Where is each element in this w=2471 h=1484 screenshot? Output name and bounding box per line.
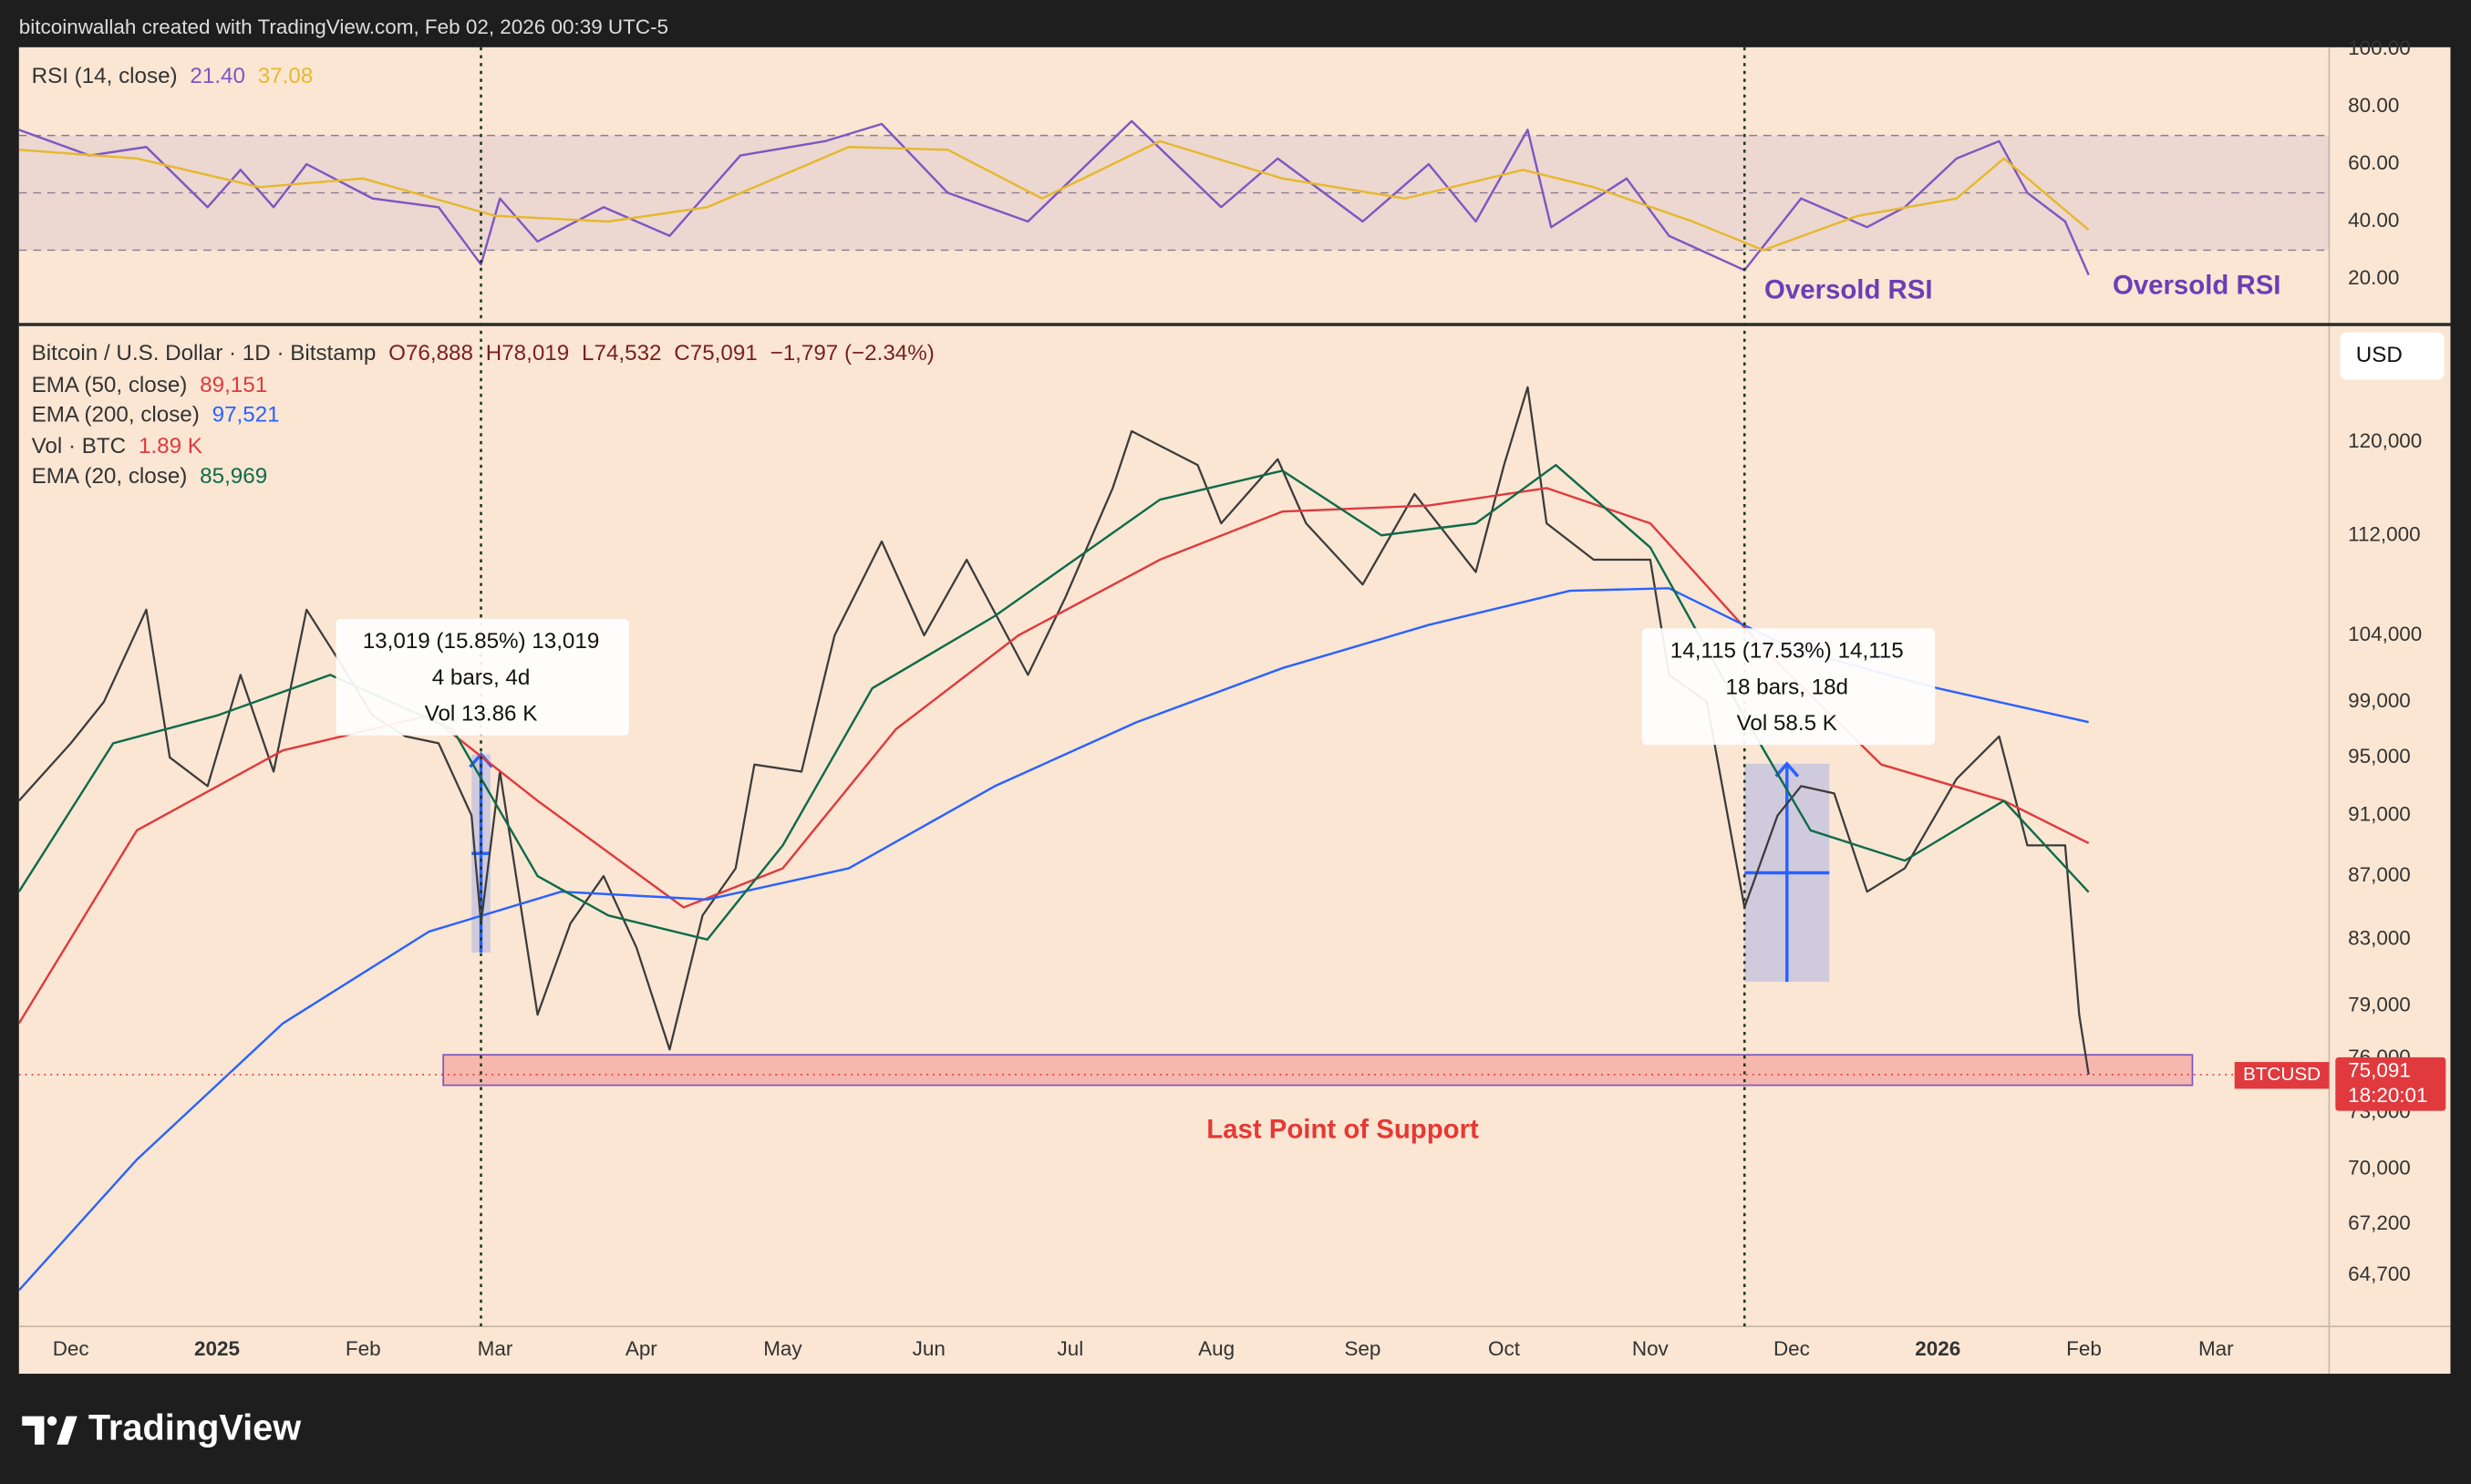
rsi-annotation: Oversold RSI (1764, 274, 1932, 304)
currency-button[interactable] (2340, 332, 2445, 380)
legend-name: EMA (50, close) (32, 373, 188, 397)
measure-label-box (1641, 628, 1936, 746)
measure-label-box (336, 618, 629, 736)
ohlc-value: O76,888 (388, 341, 473, 366)
measure-label: Vol 13.86 K (425, 702, 538, 727)
line-series (18, 587, 2089, 1292)
legend-value: 1.89 K (139, 434, 202, 459)
measure-label: 13,019 (15.85%) 13,019 (363, 629, 600, 654)
rsi-tick-label: 40.00 (2348, 209, 2399, 232)
price-tag-value: 75,091 (2348, 1058, 2411, 1081)
time-tick-label: Jul (1057, 1337, 1083, 1360)
rsi-legend-title: RSI (14, close) (32, 64, 178, 88)
ohlc-value: H78,019 (486, 341, 569, 366)
time-tick-label: Dec (1773, 1337, 1810, 1360)
price-tag-countdown: 18:20:01 (2348, 1084, 2427, 1107)
symbol-tag-label: BTCUSD (2243, 1064, 2321, 1085)
legend-value: 89,151 (200, 373, 267, 397)
ohlc-value: −1,797 (−2.34%) (770, 341, 935, 366)
price-tick-label: 120,000 (2348, 429, 2422, 452)
time-tick-label: 2026 (1915, 1337, 1960, 1360)
price-tick-label: 99,000 (2348, 689, 2411, 712)
legend-name: EMA (20, close) (32, 464, 188, 489)
rsi-tick-label: 60.00 (2348, 151, 2399, 174)
footer-logo: TradingView (88, 1408, 301, 1448)
measure-label: Vol 58.5 K (1737, 711, 1837, 736)
time-tick-label: Mar (2198, 1337, 2234, 1360)
rsi-tick-label: 80.00 (2348, 94, 2399, 117)
time-tick-label: May (763, 1337, 802, 1360)
line-series (18, 119, 2090, 276)
time-tick-label: Dec (53, 1337, 89, 1360)
time-tick-label: 2025 (194, 1337, 240, 1360)
legend-value: 37.08 (258, 64, 314, 88)
time-tick-label: Apr (626, 1337, 657, 1360)
measure-label: 18 bars, 18d (1726, 675, 1848, 699)
currency-label: USD (2356, 343, 2403, 367)
legend-value: 21.40 (190, 64, 245, 88)
ohlc-value: L74,532 (582, 341, 661, 366)
symbol-title: Bitcoin / U.S. Dollar · 1D · Bitstamp (32, 341, 377, 366)
price-tick-label: 64,700 (2348, 1262, 2411, 1285)
rsi-annotation: Oversold RSI (2113, 270, 2280, 300)
time-tick-label: Aug (1198, 1337, 1235, 1360)
price-tick-label: 67,200 (2348, 1211, 2411, 1234)
time-tick-label: Nov (1632, 1337, 1670, 1360)
price-tick-label: 83,000 (2348, 927, 2411, 950)
price-tick-label: 95,000 (2348, 745, 2411, 768)
symbol-tag (2234, 1062, 2330, 1089)
time-tick-label: Sep (1344, 1337, 1380, 1360)
price-tick-label: 87,000 (2348, 863, 2411, 886)
ohlc-value: C75,091 (674, 341, 757, 366)
measure-arrowhead (1774, 761, 1800, 778)
time-tick-label: Feb (346, 1337, 381, 1360)
time-tick-label: Mar (478, 1337, 513, 1360)
legend-value: 97,521 (212, 403, 280, 428)
price-annotation: Last Point of Support (1206, 1115, 1479, 1145)
price-tick-label: 112,000 (2348, 522, 2421, 545)
tv-logo (22, 1416, 78, 1445)
line-series (18, 139, 2090, 252)
rsi-tick-label: 20.00 (2348, 266, 2399, 289)
price-tick-label: 104,000 (2348, 623, 2422, 645)
support-zone (442, 1054, 2194, 1087)
header-text: bitcoinwallah created with TradingView.c… (19, 15, 668, 38)
rsi-pane (18, 119, 2330, 276)
time-tick-label: Oct (1488, 1337, 1521, 1360)
time-tick-label: Jun (913, 1337, 946, 1360)
measure-label: 14,115 (17.53%) 14,115 (1670, 639, 1904, 664)
price-tick-label: 79,000 (2348, 994, 2411, 1016)
overlay: 20.00 40.00 60.00 80.00 100.00 64,700 67,200 70… (32, 36, 2446, 1360)
rsi-tick-label: 100.00 (2348, 36, 2411, 59)
price-tick-label: 91,000 (2348, 802, 2411, 825)
legend-name: Vol · BTC (32, 434, 127, 459)
measure-label: 4 bars, 4d (432, 665, 531, 690)
legend-name: EMA (200, close) (32, 403, 200, 428)
legend-value: 85,969 (200, 464, 267, 489)
price-tag (2335, 1056, 2446, 1111)
price-tick-label: 70,000 (2348, 1157, 2411, 1180)
time-tick-label: Feb (2066, 1337, 2102, 1360)
